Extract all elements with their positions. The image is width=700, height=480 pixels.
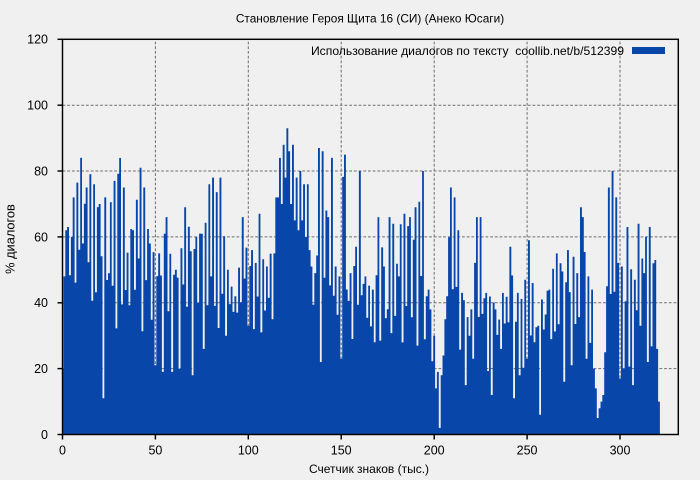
svg-text:Становление Героя Щита 16 (СИ): Становление Героя Щита 16 (СИ) (Анеко Юс… bbox=[236, 12, 504, 26]
svg-text:300: 300 bbox=[610, 444, 631, 458]
svg-text:Счетчик знаков (тыс.): Счетчик знаков (тыс.) bbox=[309, 462, 429, 476]
svg-text:150: 150 bbox=[331, 444, 352, 458]
svg-text:0: 0 bbox=[41, 428, 48, 442]
svg-text:50: 50 bbox=[148, 444, 162, 458]
svg-text:Использование диалогов по текс: Использование диалогов по тексту coollib… bbox=[311, 44, 624, 58]
svg-text:80: 80 bbox=[34, 164, 48, 178]
svg-text:20: 20 bbox=[34, 362, 48, 376]
svg-text:% диалогов: % диалогов bbox=[2, 204, 17, 274]
svg-text:40: 40 bbox=[34, 296, 48, 310]
svg-text:250: 250 bbox=[517, 444, 538, 458]
svg-text:60: 60 bbox=[34, 230, 48, 244]
svg-text:120: 120 bbox=[27, 33, 48, 47]
svg-text:100: 100 bbox=[238, 444, 259, 458]
svg-text:100: 100 bbox=[27, 99, 48, 113]
svg-text:200: 200 bbox=[424, 444, 445, 458]
svg-text:0: 0 bbox=[59, 444, 66, 458]
